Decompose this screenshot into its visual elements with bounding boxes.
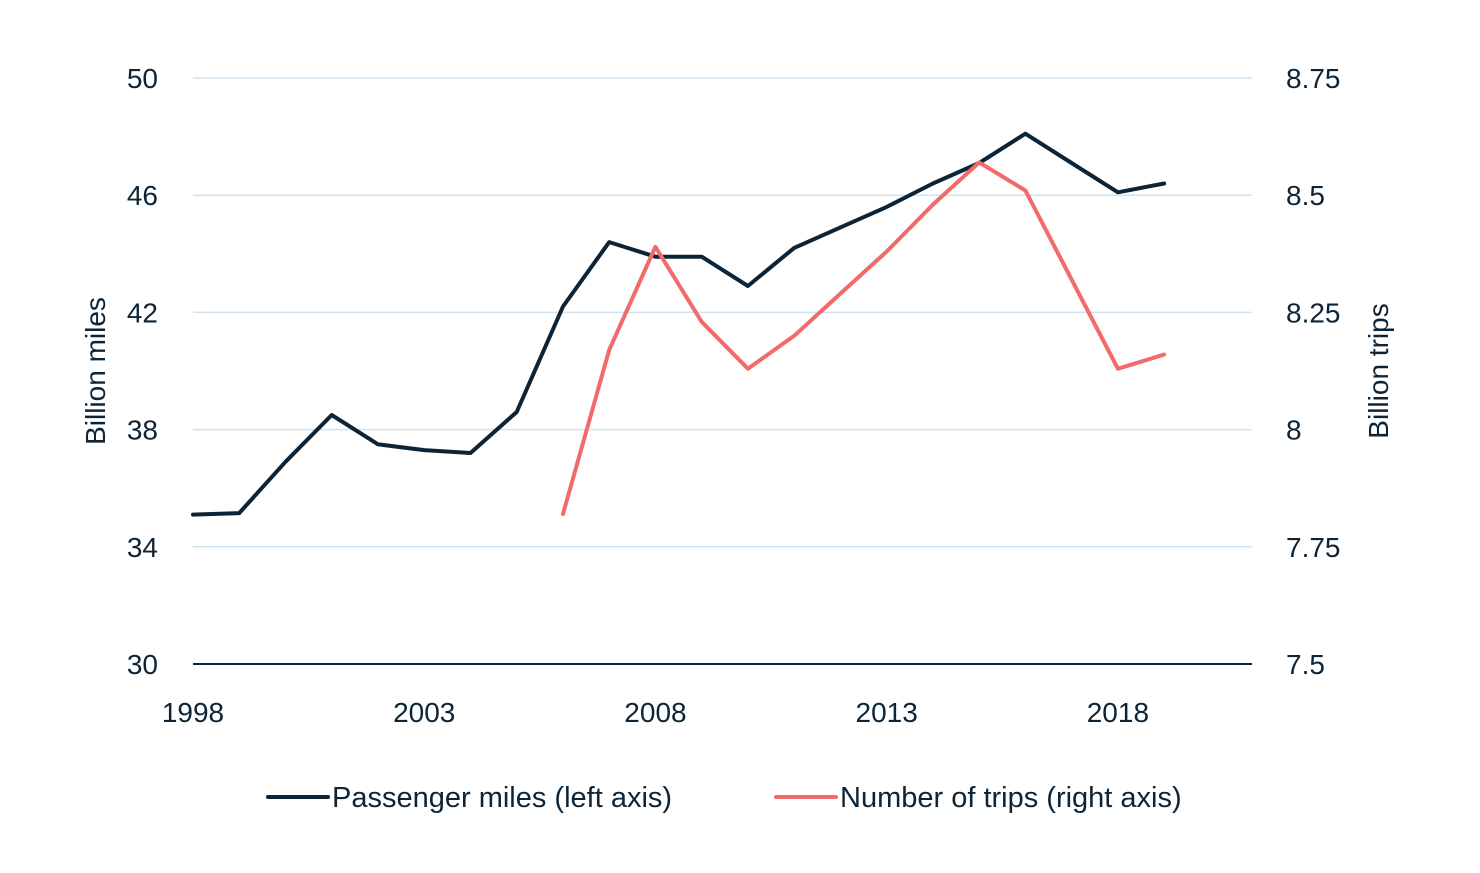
- right-tick-label: 8.25: [1286, 297, 1341, 328]
- right-tick-label: 8.75: [1286, 63, 1341, 94]
- series-line-number-of-trips: [561, 160, 1167, 516]
- x-tick-label: 2008: [624, 697, 686, 728]
- left-tick-label: 42: [127, 297, 158, 328]
- legend-label-number-of-trips: Number of trips (right axis): [840, 782, 1182, 814]
- left-tick-label: 50: [127, 63, 158, 94]
- right-axis: 8.75 8.5 8.25 8 7.75 7.5: [1286, 63, 1341, 680]
- x-tick-label: 2013: [856, 697, 918, 728]
- left-tick-label: 34: [127, 532, 158, 563]
- legend: Passenger miles (left axis) Number of tr…: [266, 782, 1182, 814]
- series-lines: [191, 131, 1167, 517]
- left-tick-label: 46: [127, 180, 158, 211]
- right-axis-title: Billion trips: [1363, 303, 1394, 438]
- left-tick-label: 38: [127, 415, 158, 446]
- left-tick-label: 30: [127, 649, 158, 680]
- grid: [193, 77, 1252, 665]
- x-tick-label: 1998: [162, 697, 224, 728]
- right-tick-label: 8.5: [1286, 180, 1325, 211]
- left-axis-title: Billion miles: [80, 297, 111, 445]
- right-tick-label: 7.5: [1286, 649, 1325, 680]
- x-tick-label: 2018: [1087, 697, 1149, 728]
- left-axis: 50 46 42 38 34 30: [127, 63, 158, 680]
- series-line-passenger-miles: [191, 131, 1167, 517]
- x-axis: 1998 2003 2008 2013 2018: [162, 697, 1149, 728]
- right-tick-label: 7.75: [1286, 532, 1341, 563]
- x-tick-label: 2003: [393, 697, 455, 728]
- right-tick-label: 8: [1286, 415, 1302, 446]
- legend-label-passenger-miles: Passenger miles (left axis): [332, 782, 672, 814]
